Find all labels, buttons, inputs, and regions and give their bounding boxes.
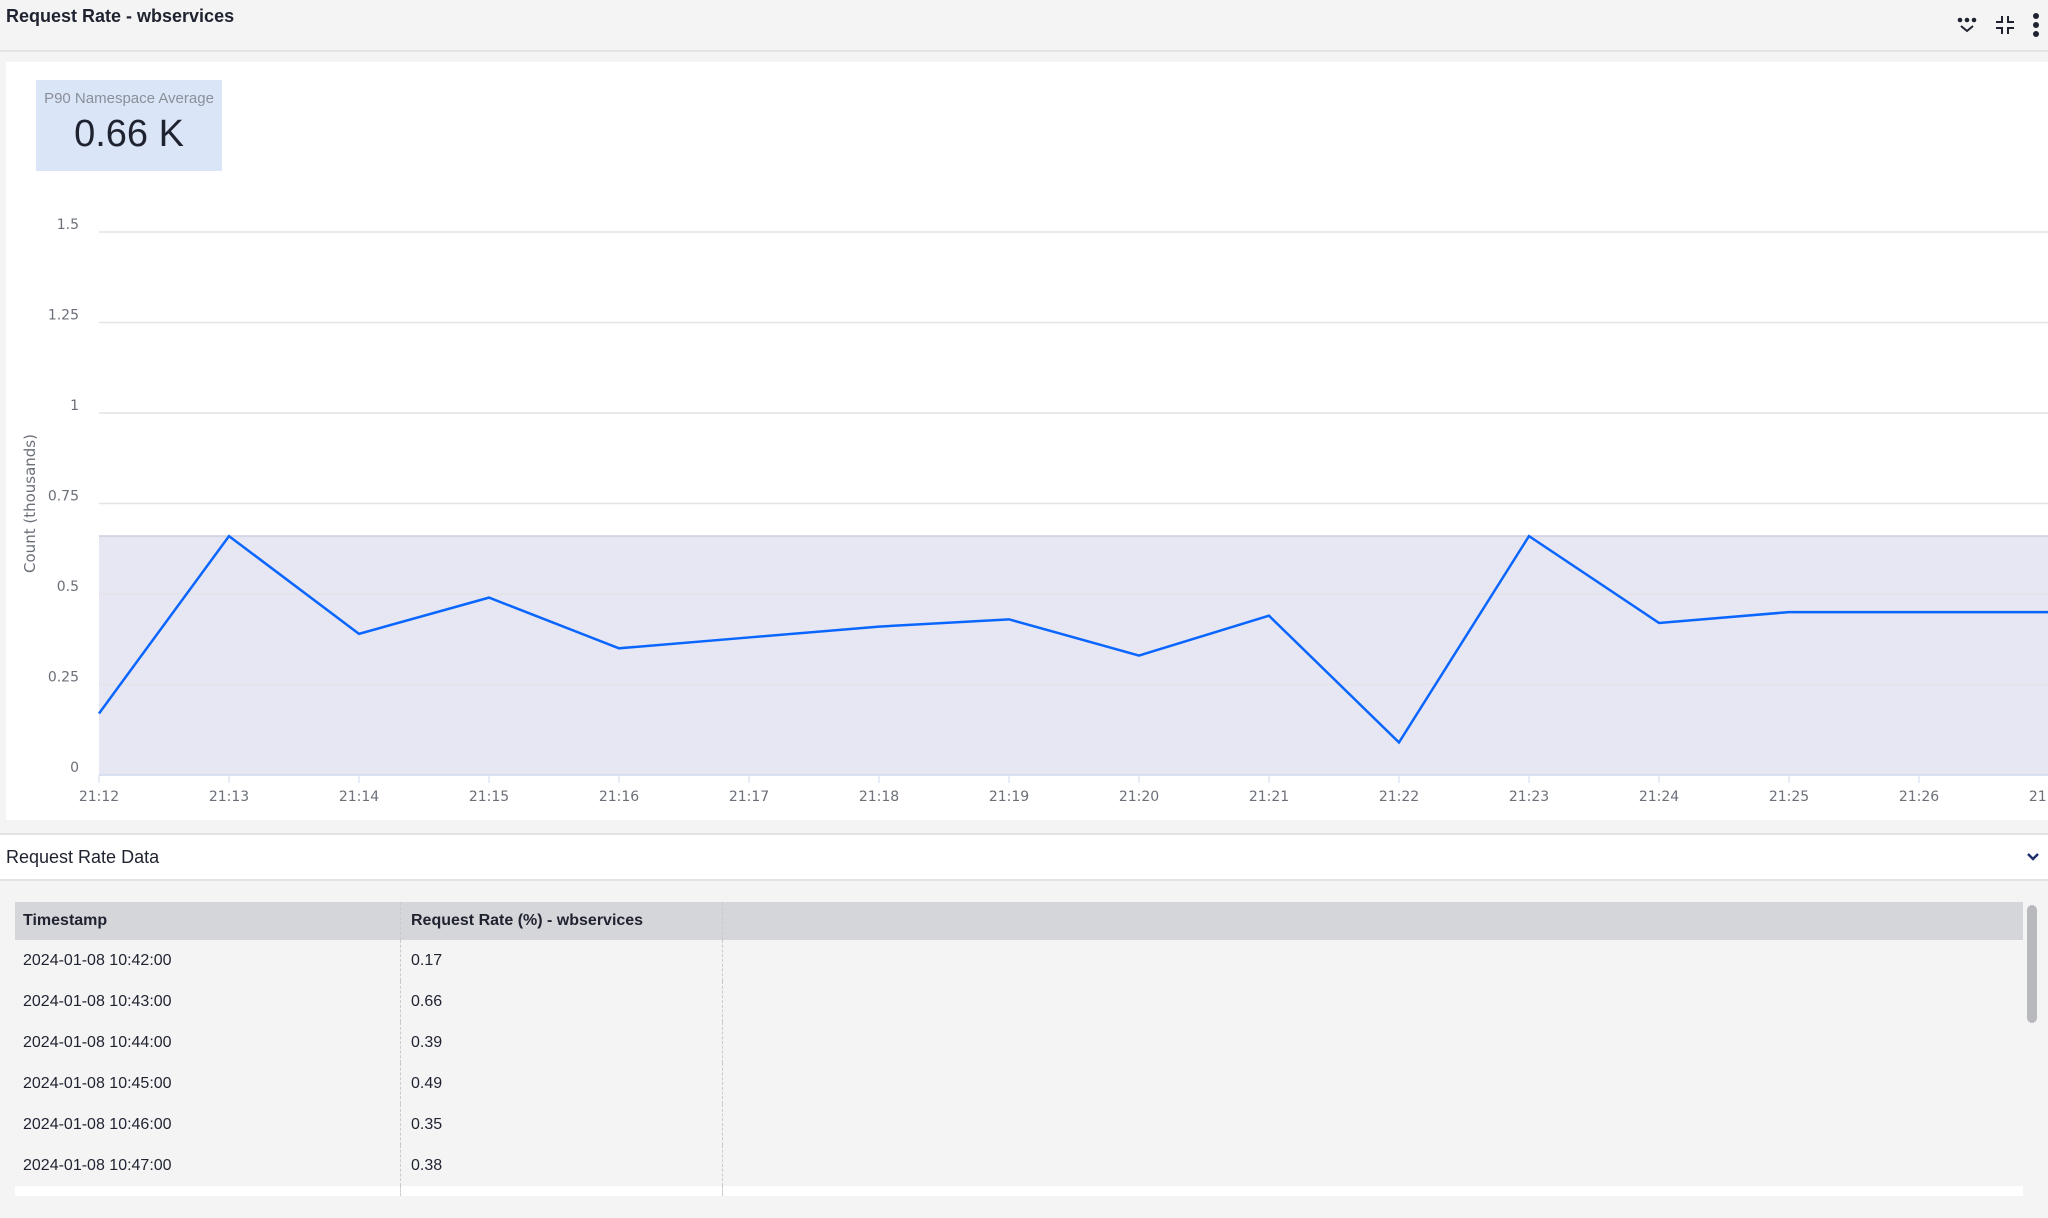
more-options-chevron-icon[interactable]	[1956, 16, 1978, 34]
table-row[interactable]: 2024-01-08 10:45:00 0.49	[15, 1063, 2023, 1104]
column-header-timestamp[interactable]: Timestamp	[15, 902, 401, 940]
x-tick-label: 21:18	[859, 789, 899, 805]
x-tick-label: 21:16	[599, 789, 639, 805]
x-tick-label: 21:21	[1249, 789, 1289, 805]
x-tick-label: 21:25	[1769, 789, 1809, 805]
cell-timestamp: 2024-01-08 10:42:00	[15, 940, 401, 981]
cell-request-rate: 0.17	[401, 940, 723, 981]
series-line	[97, 534, 2048, 745]
kpi-value: 0.66 K	[74, 113, 184, 155]
widget-header: Request Rate - wbservices	[0, 0, 2048, 52]
cell-timestamp: 2024-01-08 10:47:00	[15, 1145, 401, 1186]
chevron-down-icon[interactable]	[2026, 849, 2040, 867]
x-tick-label: 21:20	[1119, 789, 1159, 805]
cell-timestamp: 2024-01-08 10:44:00	[15, 1022, 401, 1063]
section-title: Request Rate Data	[6, 847, 160, 867]
y-axis-label: Count (thousands)	[21, 434, 39, 573]
table-header: Timestamp Request Rate (%) - wbservices	[15, 902, 2023, 940]
kpi-label: P90 Namespace Average	[44, 90, 214, 107]
y-tick-label: 1.25	[48, 308, 79, 324]
y-tick-label: 1	[70, 398, 79, 414]
table-row[interactable]: 2024-01-08 10:47:00 0.38	[15, 1145, 2023, 1186]
cell-request-rate: 0.49	[401, 1063, 723, 1104]
collapse-icon[interactable]	[1994, 14, 2016, 36]
x-tick-label: 21:23	[1509, 789, 1549, 805]
line-chart: 0 0.25 0.5 0.75 1 1.25 1.5 21:12 21:13 21:14 21:15…	[21, 217, 2048, 805]
cell-timestamp: 2024-01-08 10:46:00	[15, 1104, 401, 1145]
data-table: Timestamp Request Rate (%) - wbservices …	[15, 902, 2023, 1196]
table-scrollbar[interactable]	[2027, 905, 2037, 1023]
y-tick-label: 0.5	[57, 579, 79, 595]
y-tick-label: 1.5	[57, 217, 79, 233]
more-vertical-icon[interactable]	[2032, 12, 2040, 38]
x-tick-label: 21:22	[1379, 789, 1419, 805]
x-tick-label: 21:24	[1639, 789, 1679, 805]
cell-request-rate: 0.38	[401, 1145, 723, 1186]
p90-band	[99, 536, 2048, 775]
x-tick-label: 21:19	[989, 789, 1029, 805]
data-section-header[interactable]: Request Rate Data	[0, 833, 2048, 881]
cell-timestamp: 2024-01-08 10:45:00	[15, 1063, 401, 1104]
y-tick-label: 0.75	[48, 489, 79, 505]
x-tick-label: 21:14	[339, 789, 379, 805]
kpi-card: P90 Namespace Average 0.66 K	[36, 80, 222, 171]
table-row[interactable]: 2024-01-08 10:42:00 0.17	[15, 940, 2023, 981]
x-tick-label: 21:12	[79, 789, 119, 805]
table-row[interactable]: 2024-01-08 10:46:00 0.35	[15, 1104, 2023, 1145]
x-tick-label: 21:27	[2029, 789, 2048, 805]
cell-request-rate: 0.35	[401, 1104, 723, 1145]
x-tick-label: 21:17	[729, 789, 769, 805]
x-tick-label: 21:13	[209, 789, 249, 805]
column-header-request-rate[interactable]: Request Rate (%) - wbservices	[401, 902, 723, 940]
x-tick-label: 21:15	[469, 789, 509, 805]
x-tick-label: 21:26	[1899, 789, 1939, 805]
table-row[interactable]: 2024-01-08 10:44:00 0.39	[15, 1022, 2023, 1063]
y-tick-label: 0	[70, 760, 79, 776]
cell-request-rate: 0.66	[401, 981, 723, 1022]
y-tick-label: 0.25	[48, 670, 79, 686]
table-row[interactable]: 2024-01-08 10:43:00 0.66	[15, 981, 2023, 1022]
widget-title: Request Rate - wbservices	[6, 6, 235, 26]
cell-request-rate: 0.39	[401, 1022, 723, 1063]
cell-timestamp: 2024-01-08 10:43:00	[15, 981, 401, 1022]
